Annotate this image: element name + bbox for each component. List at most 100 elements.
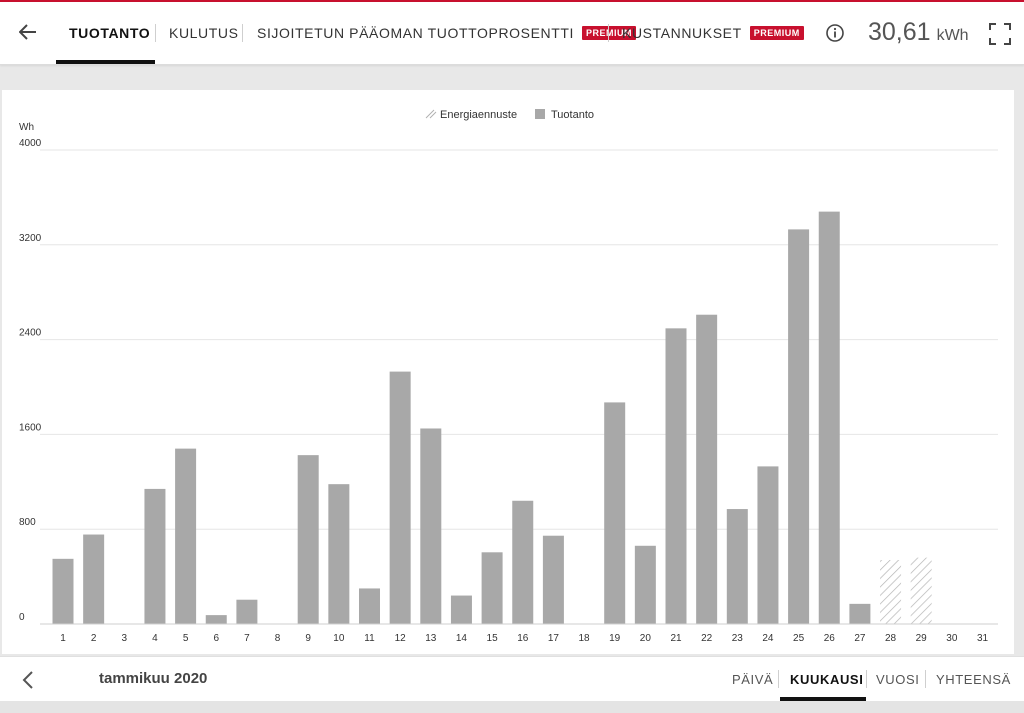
- active-period-indicator: [780, 697, 866, 701]
- x-tick-label: 23: [732, 633, 744, 644]
- bar-production[interactable]: [726, 509, 748, 624]
- x-tick-label: 26: [824, 633, 836, 644]
- x-tick-label: 7: [244, 633, 250, 644]
- bar-production[interactable]: [328, 484, 350, 624]
- total-production: 30,61 kWh: [868, 18, 969, 50]
- bar-production[interactable]: [297, 455, 319, 624]
- tab-roi[interactable]: SIJOITETUN PÄÄOMAN TUOTTOPROSENTTI PREMI…: [257, 2, 637, 64]
- tab-tuotanto[interactable]: TUOTANTO: [69, 2, 150, 64]
- legend-swatch-forecast-b: [429, 111, 437, 119]
- period-tab-divider: [778, 670, 779, 688]
- info-icon: [826, 24, 844, 42]
- bar-production[interactable]: [205, 615, 227, 624]
- total-unit: kWh: [936, 27, 969, 44]
- accent-line: [0, 0, 1024, 2]
- x-tick-label: 14: [456, 633, 468, 644]
- previous-period-button[interactable]: [14, 667, 42, 693]
- y-tick-label: 1600: [19, 422, 42, 433]
- tab-divider: [608, 24, 609, 42]
- x-tick-label: 10: [333, 633, 345, 644]
- x-tick-label: 8: [275, 633, 281, 644]
- period-label: tammikuu 2020: [99, 670, 208, 687]
- period-tab-day[interactable]: PÄIVÄ: [732, 657, 773, 701]
- bar-forecast[interactable]: [880, 560, 902, 624]
- tab-kustannukset[interactable]: KUSTANNUKSET PREMIUM: [622, 2, 804, 64]
- bar-production[interactable]: [389, 371, 411, 624]
- y-tick-label: 0: [19, 612, 25, 623]
- tab-divider: [155, 24, 156, 42]
- legend-swatch-forecast-a: [425, 109, 435, 119]
- legend-item-production[interactable]: Tuotanto: [535, 109, 594, 121]
- x-tick-label: 15: [487, 633, 499, 644]
- x-tick-label: 31: [977, 633, 989, 644]
- x-tick-label: 22: [701, 633, 713, 644]
- x-tick-label: 25: [793, 633, 805, 644]
- bar-production[interactable]: [52, 558, 74, 624]
- bar-production[interactable]: [144, 488, 166, 624]
- period-tab-year[interactable]: VUOSI: [876, 657, 919, 701]
- back-button[interactable]: [14, 18, 42, 46]
- legend-label-production: Tuotanto: [551, 109, 594, 121]
- x-tick-label: 27: [854, 633, 866, 644]
- period-tab-divider: [925, 670, 926, 688]
- bar-production[interactable]: [696, 314, 718, 624]
- bar-production[interactable]: [818, 211, 840, 624]
- period-tab-divider: [866, 670, 867, 688]
- bar-production[interactable]: [757, 466, 779, 624]
- bar-production[interactable]: [512, 500, 534, 624]
- bar-production[interactable]: [236, 599, 258, 624]
- bar-production[interactable]: [604, 402, 626, 624]
- x-tick-label: 1: [60, 633, 66, 644]
- chart-card: 0 800 1600 2400 3200 4000 1 2 3 4 5 6 7 8 9 10 11 12 13 14 1…: [2, 90, 1014, 654]
- x-tick-label: 24: [762, 633, 774, 644]
- x-tick-label: 4: [152, 633, 158, 644]
- chevron-left-icon: [22, 671, 33, 689]
- period-tab-total[interactable]: YHTEENSÄ: [936, 657, 1011, 701]
- bar-production[interactable]: [359, 588, 380, 624]
- x-tick-label: 9: [305, 633, 311, 644]
- bar-production[interactable]: [83, 534, 105, 624]
- y-tick-label: 4000: [19, 138, 42, 149]
- x-tick-label: 17: [548, 633, 560, 644]
- period-tab-label: KUUKAUSI: [790, 671, 864, 687]
- bar-production[interactable]: [542, 535, 564, 624]
- legend-item-forecast[interactable]: Energiaennuste: [425, 109, 517, 121]
- x-tick-label: 11: [364, 633, 375, 644]
- x-tick-label: 19: [609, 633, 621, 644]
- premium-badge: PREMIUM: [749, 26, 804, 40]
- period-tab-label: PÄIVÄ: [732, 671, 774, 687]
- x-tick-label: 29: [916, 633, 928, 644]
- fullscreen-button[interactable]: [987, 21, 1013, 47]
- bar-production[interactable]: [420, 428, 442, 624]
- period-tab-label: VUOSI: [876, 671, 920, 687]
- bar-production[interactable]: [665, 328, 687, 624]
- x-tick-label: 3: [122, 633, 128, 644]
- tab-kulutus[interactable]: KULUTUS: [169, 2, 239, 64]
- bar-production[interactable]: [849, 603, 871, 624]
- tab-divider: [242, 24, 243, 42]
- arrow-left-icon: [19, 24, 36, 40]
- period-tab-label: YHTEENSÄ: [936, 671, 1011, 687]
- bar-production[interactable]: [175, 448, 197, 624]
- bar-production[interactable]: [634, 545, 656, 624]
- legend-label-forecast: Energiaennuste: [440, 109, 517, 121]
- active-tab-indicator: [56, 60, 155, 64]
- tab-label: KULUTUS: [169, 25, 239, 41]
- x-tick-label: 20: [640, 633, 652, 644]
- y-tick-label: 2400: [19, 328, 42, 339]
- total-value: 30,61: [868, 18, 931, 46]
- y-axis-unit: Wh: [19, 122, 34, 133]
- legend-swatch-production: [535, 109, 545, 119]
- x-tick-label: 21: [670, 633, 682, 644]
- y-tick-label: 3200: [19, 233, 42, 244]
- bar-production[interactable]: [788, 229, 810, 624]
- bar-production[interactable]: [450, 595, 472, 624]
- info-button[interactable]: [824, 22, 846, 44]
- x-tick-label: 6: [213, 633, 219, 644]
- period-tab-month[interactable]: KUUKAUSI: [790, 657, 863, 701]
- bar-forecast[interactable]: [910, 557, 932, 624]
- x-tick-label: 12: [395, 633, 407, 644]
- bar-production[interactable]: [481, 552, 503, 624]
- period-bar: tammikuu 2020 PÄIVÄ KUUKAUSI VUOSI YHTEE…: [0, 656, 1024, 701]
